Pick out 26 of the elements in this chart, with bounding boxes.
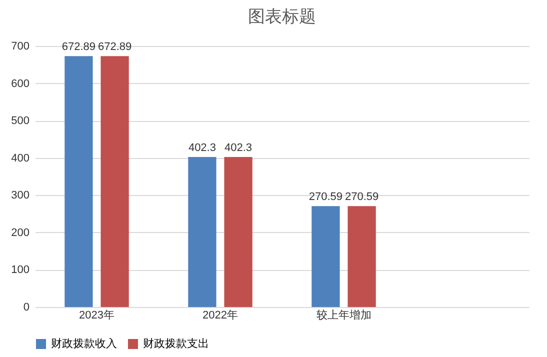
- bar: [188, 157, 216, 307]
- y-tick-label: 500: [11, 115, 30, 128]
- legend-label: 财政拨款支出: [143, 337, 209, 350]
- bar: [64, 56, 93, 307]
- data-label: 270.59: [308, 191, 343, 204]
- legend-label: 财政拨款收入: [51, 337, 117, 350]
- y-tick-label: 0: [23, 302, 30, 314]
- data-label: 402.3: [224, 142, 252, 154]
- bar: [224, 157, 252, 307]
- y-tick-label: 200: [11, 226, 30, 239]
- y-tick-label: 300: [11, 190, 30, 202]
- y-tick-label: 600: [11, 78, 30, 90]
- data-label: 402.3: [188, 142, 216, 154]
- x-tick-label: 2022年: [202, 310, 238, 322]
- y-tick-label: 700: [11, 40, 30, 52]
- x-tick-label: 较上年增加: [316, 308, 372, 322]
- data-label: 672.89: [98, 41, 132, 54]
- bar: [348, 206, 376, 307]
- x-tick-label: 2023年: [79, 310, 114, 322]
- y-tick-label: 400: [11, 152, 30, 164]
- bar: [312, 206, 340, 307]
- data-label: 672.89: [62, 41, 96, 54]
- y-tick-label: 100: [11, 264, 30, 276]
- data-label: 270.59: [344, 191, 379, 204]
- chart-title: 图表标题: [248, 7, 316, 26]
- bar: [100, 56, 129, 307]
